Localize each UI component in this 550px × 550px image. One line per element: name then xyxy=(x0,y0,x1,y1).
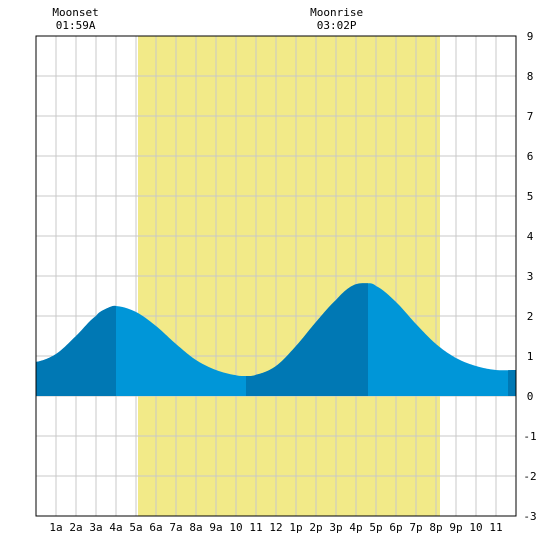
y-tick-label: 0 xyxy=(527,390,534,403)
y-tick-label: 5 xyxy=(527,190,534,203)
y-tick-label: 6 xyxy=(527,150,534,163)
x-tick-label: 4a xyxy=(109,521,122,534)
y-tick-label: 1 xyxy=(527,350,534,363)
moon-event-time: 01:59A xyxy=(56,19,96,32)
y-tick-label: 2 xyxy=(527,310,534,323)
x-tick-label: 2a xyxy=(69,521,82,534)
x-tick-label: 1p xyxy=(289,521,302,534)
x-tick-label: 8p xyxy=(429,521,442,534)
y-tick-label: 9 xyxy=(527,30,534,43)
tide-area-night xyxy=(246,283,368,396)
y-tick-label: 7 xyxy=(527,110,534,123)
tide-area-main xyxy=(36,283,516,396)
moon-event-label: Moonset xyxy=(52,6,98,19)
x-tick-label: 10 xyxy=(229,521,242,534)
tide-area-night xyxy=(36,305,116,396)
tide-area-night xyxy=(508,370,516,396)
x-tick-label: 6p xyxy=(389,521,402,534)
x-tick-label: 5p xyxy=(369,521,382,534)
x-tick-label: 7a xyxy=(169,521,182,534)
moon-event-time: 03:02P xyxy=(317,19,357,32)
x-tick-label: 4p xyxy=(349,521,362,534)
x-tick-label: 5a xyxy=(129,521,142,534)
x-tick-label: 2p xyxy=(309,521,322,534)
y-tick-label: 3 xyxy=(527,270,534,283)
y-tick-label: -1 xyxy=(523,430,536,443)
x-tick-label: 7p xyxy=(409,521,422,534)
y-tick-label: 8 xyxy=(527,70,534,83)
y-tick-label: -3 xyxy=(523,510,536,523)
tide-area xyxy=(36,283,516,396)
x-tick-label: 1a xyxy=(49,521,62,534)
x-tick-label: 9a xyxy=(209,521,222,534)
x-axis-ticks: 1a 2a 3a 4a 5a 6a 7a 8a 9a 10 11 12 1p 2p 3p 4p 5p 6p 7p 8p… xyxy=(49,521,502,534)
x-tick-label: 3a xyxy=(89,521,102,534)
x-tick-label: 8a xyxy=(189,521,202,534)
y-axis-ticks: 9 8 7 6 5 4 3 2 1 0 -1 -2 -3 xyxy=(523,30,536,523)
plot-border xyxy=(35,35,517,517)
x-tick-label: 10 xyxy=(469,521,482,534)
x-tick-label: 9p xyxy=(449,521,462,534)
y-tick-label: 4 xyxy=(527,230,534,243)
moon-event-label: Moonrise xyxy=(310,6,363,19)
x-tick-label: 11 xyxy=(249,521,262,534)
x-tick-label: 6a xyxy=(149,521,162,534)
x-tick-label: 3p xyxy=(329,521,342,534)
x-tick-label: 12 xyxy=(269,521,282,534)
y-tick-label: -2 xyxy=(523,470,536,483)
x-tick-label: 11 xyxy=(489,521,502,534)
